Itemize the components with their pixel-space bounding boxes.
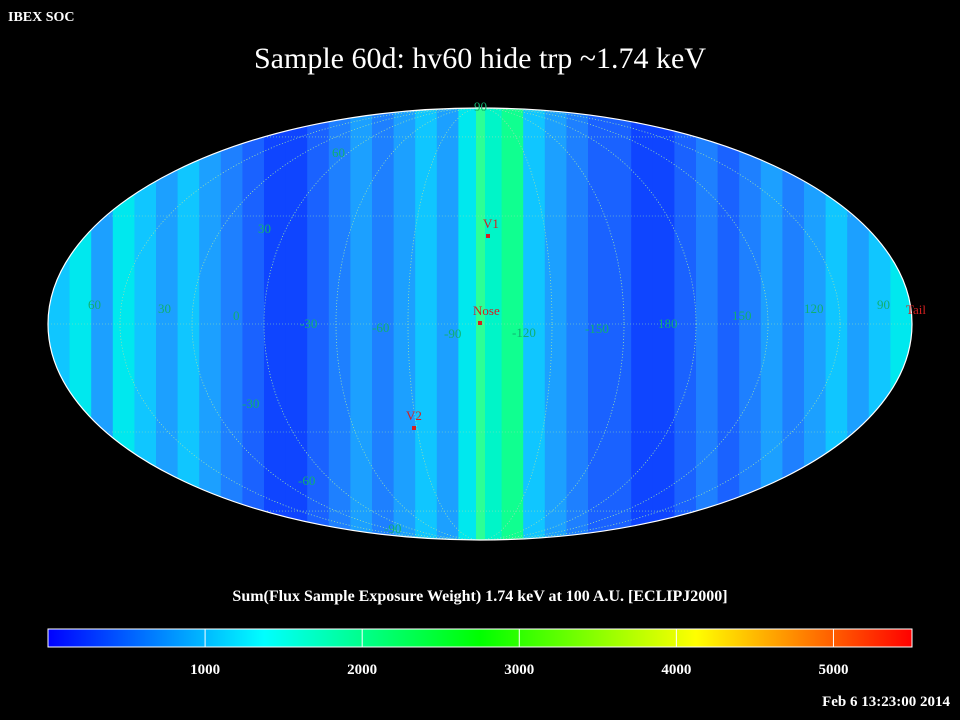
- map-outline: [47, 107, 913, 541]
- colorbar-tick-label-4000: 4000: [661, 662, 691, 678]
- lon-label-180: 180: [658, 316, 678, 331]
- lat-label-m30: -30: [242, 396, 259, 411]
- colorbar-gradient: [47, 628, 913, 648]
- v1-label: V1: [483, 216, 499, 231]
- lon-label-150: 150: [732, 308, 752, 323]
- lat-label-m60: -60: [298, 473, 315, 488]
- lon-label-m30: -30: [300, 316, 317, 331]
- lon-label-30: 30: [158, 301, 171, 316]
- map-title: Sample 60d: hv60 hide trp ~1.74 keV: [253, 42, 706, 75]
- v2-label: V2: [406, 408, 422, 423]
- colorbar-tick-label-1000: 1000: [190, 662, 220, 678]
- lon-label-m90: -90: [444, 326, 461, 341]
- colorbar-title: Sum(Flux Sample Exposure Weight) 1.74 ke…: [232, 588, 728, 605]
- colorbar-tick-label-5000: 5000: [818, 662, 848, 678]
- v2-marker: [412, 426, 416, 430]
- lat-label-m90: -90: [384, 521, 401, 536]
- lat-label-90: 90: [474, 99, 487, 114]
- nose-marker: [478, 321, 482, 325]
- timestamp: Feb 6 13:23:00 2014: [822, 694, 950, 710]
- lat-label-60: 60: [332, 145, 345, 160]
- lon-label-60: 60: [88, 297, 101, 312]
- colorbar-tick-label-3000: 3000: [504, 662, 534, 678]
- lon-label-90: 90: [877, 297, 890, 312]
- colorbar-ticks: 1000 2000 3000 4000 5000: [190, 629, 848, 678]
- org-label: IBEX SOC: [8, 10, 75, 25]
- lat-label-30: 30: [258, 221, 271, 236]
- lon-label-0: 0: [233, 308, 240, 323]
- lon-label-m60: -60: [372, 320, 389, 335]
- nose-label: Nose: [473, 303, 500, 318]
- v1-marker: [486, 234, 490, 238]
- colorbar-tick-label-2000: 2000: [347, 662, 377, 678]
- lon-label-m150: -150: [585, 321, 609, 336]
- lon-label-120: 120: [804, 301, 824, 316]
- tail-label: Tail: [906, 302, 926, 317]
- lon-label-m120: -120: [512, 325, 536, 340]
